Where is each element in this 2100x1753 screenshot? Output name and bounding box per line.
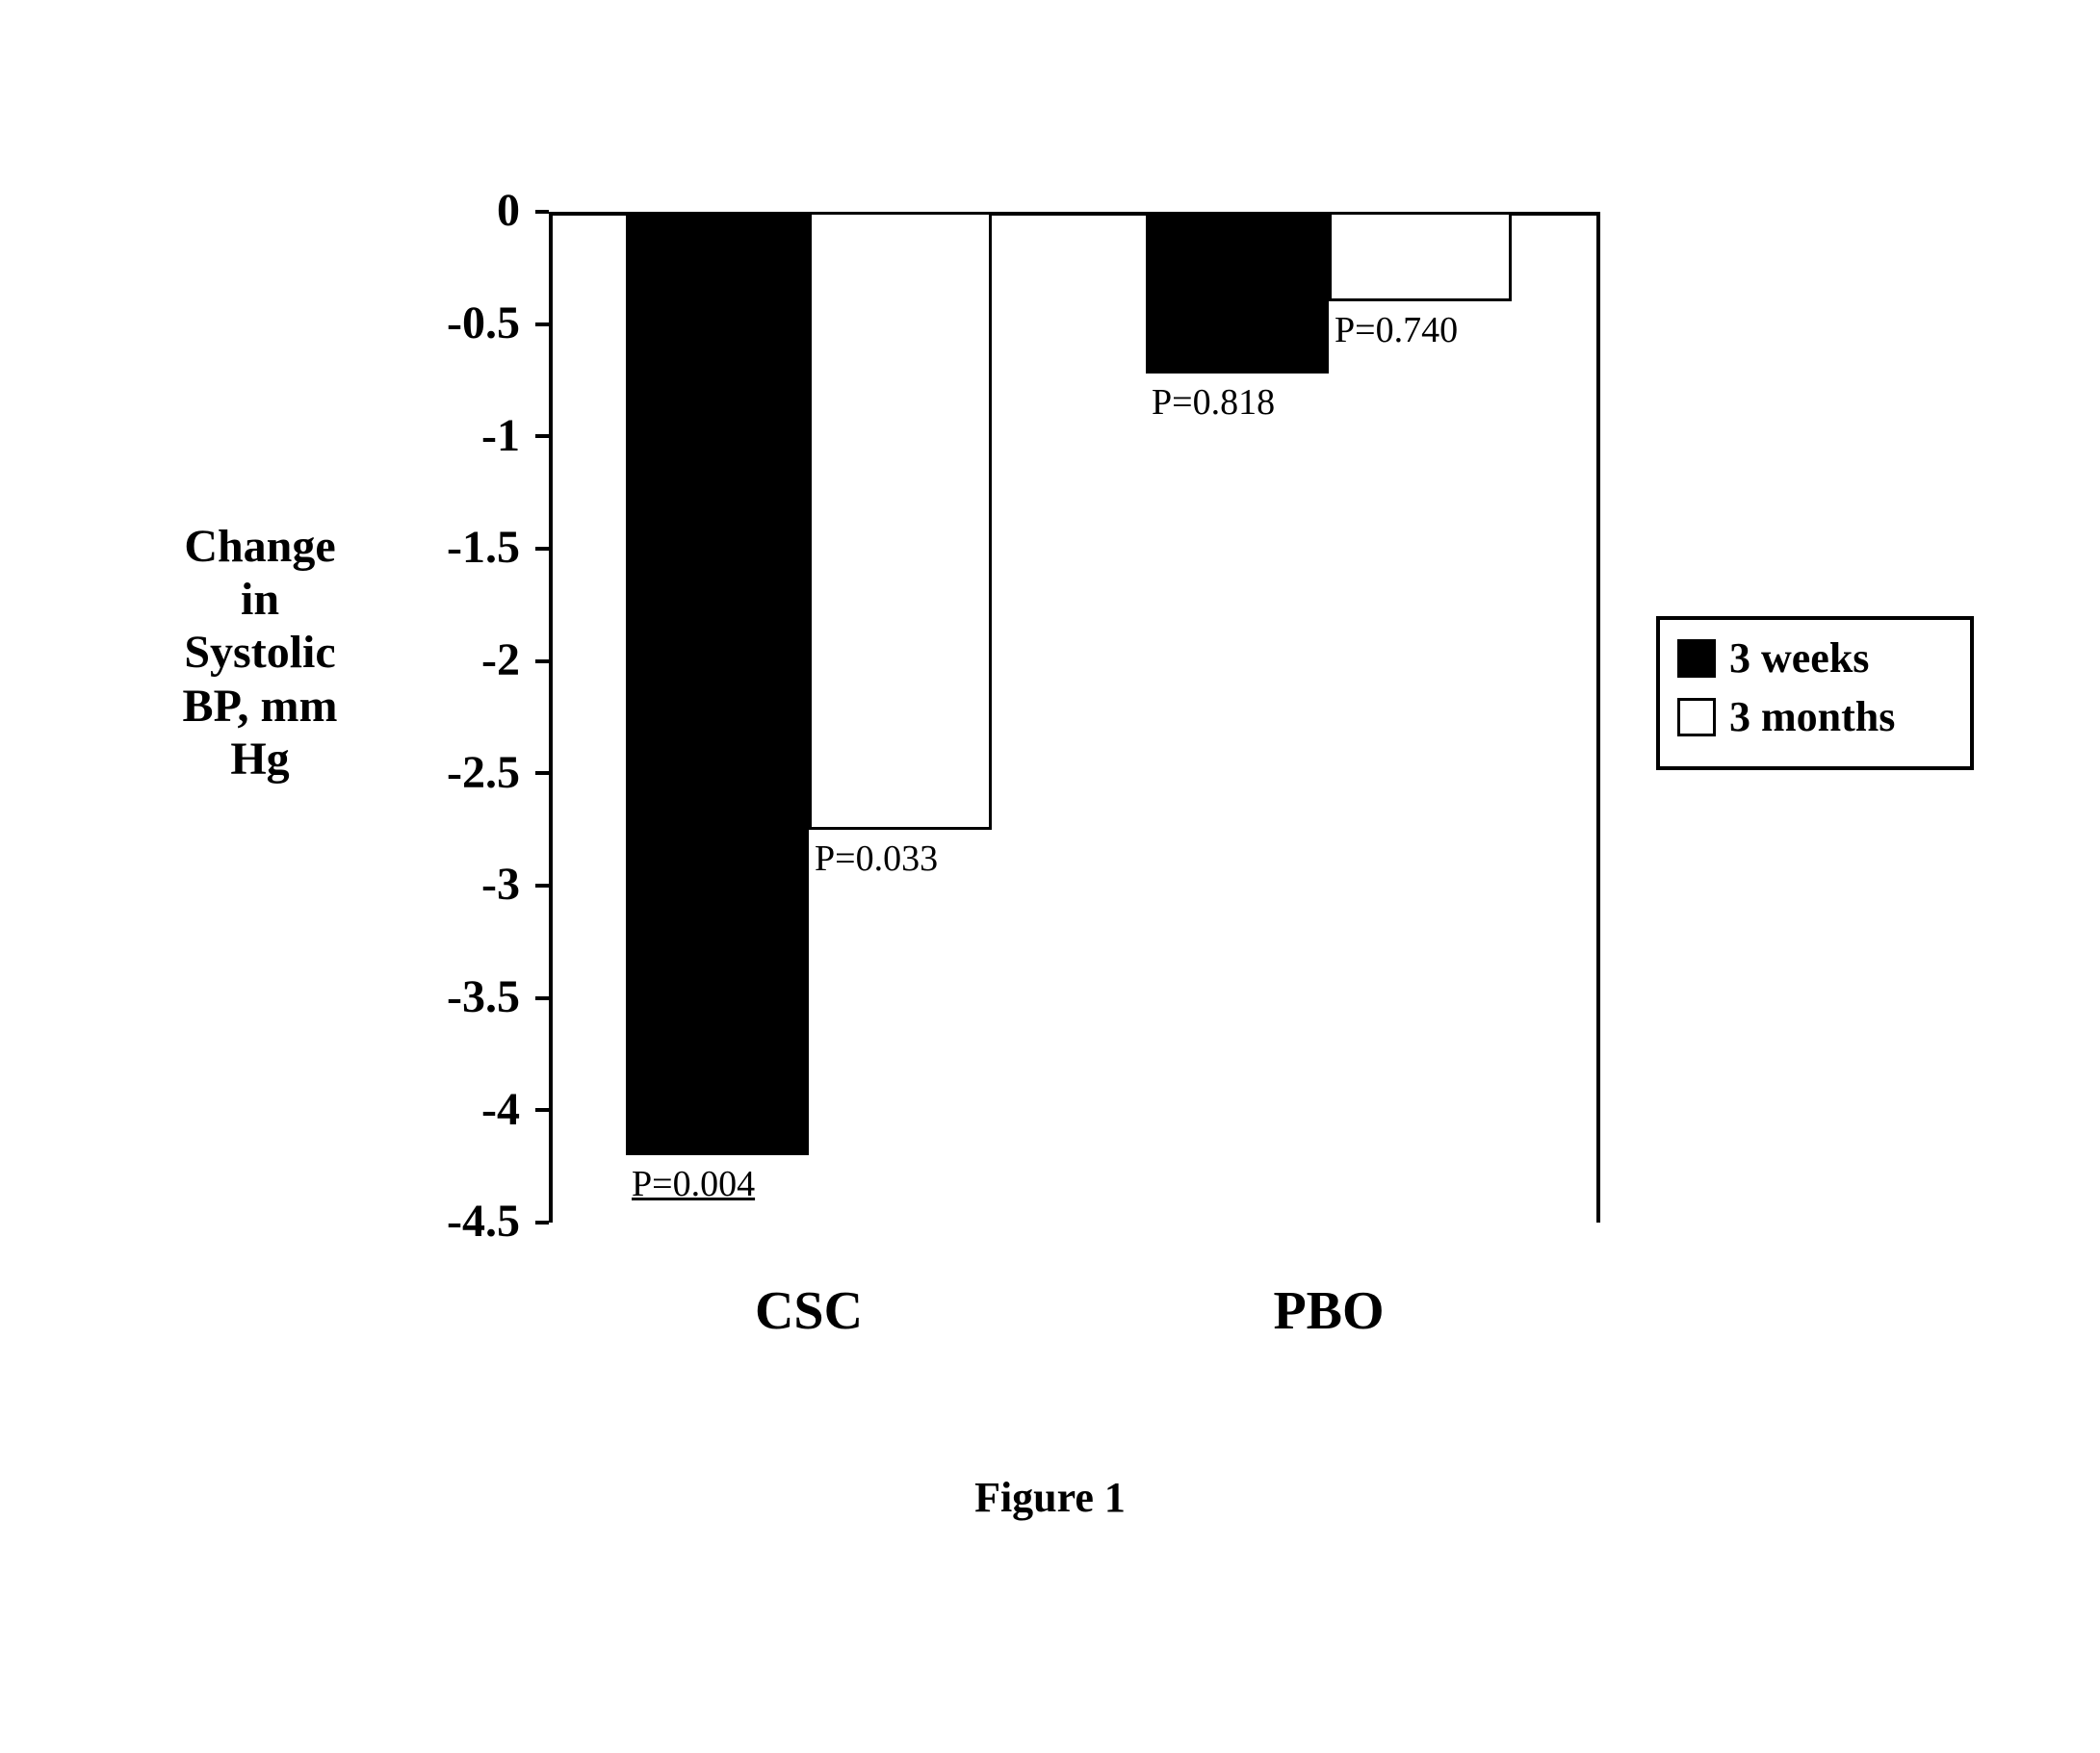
y-tick (535, 434, 549, 438)
y-tick (535, 1221, 549, 1225)
y-tick (535, 659, 549, 663)
bar-pbo-3months (1329, 212, 1512, 301)
y-tick-label: -4.5 (395, 1195, 520, 1248)
y-tick-label: -1.5 (395, 521, 520, 574)
y-tick (535, 996, 549, 1000)
y-axis-title: ChangeinSystolicBP, mmHg (116, 520, 404, 786)
legend-box: 3 weeks 3 months (1656, 616, 1974, 770)
p-value-CSC_3months: P=0.033 (815, 838, 938, 880)
x-category-csc: CSC (626, 1280, 992, 1342)
legend-item-3weeks: 3 weeks (1677, 633, 1953, 683)
legend-swatch-filled (1677, 639, 1716, 678)
p-value-PBO_3months: P=0.740 (1335, 309, 1458, 351)
y-tick (535, 322, 549, 326)
bar-csc-3weeks (626, 212, 809, 1155)
y-tick (535, 547, 549, 551)
x-category-pbo: PBO (1146, 1280, 1512, 1342)
y-tick-label: -3 (395, 858, 520, 911)
y-tick-label: -4 (395, 1083, 520, 1136)
p-value-PBO_3weeks: P=0.818 (1152, 381, 1275, 424)
legend-swatch-hollow (1677, 698, 1716, 736)
p-value-CSC_3weeks: P=0.004 (632, 1163, 755, 1205)
legend-item-3months: 3 months (1677, 692, 1953, 741)
legend-label-3months: 3 months (1729, 692, 1895, 741)
y-tick-label: -0.5 (395, 296, 520, 349)
y-tick (535, 210, 549, 214)
legend-label-3weeks: 3 weeks (1729, 633, 1869, 683)
bar-csc-3months (809, 212, 992, 830)
y-tick-label: 0 (395, 184, 520, 237)
figure-canvas: ChangeinSystolicBP, mmHg 3 weeks 3 month… (0, 0, 2100, 1753)
y-tick-label: -1 (395, 409, 520, 462)
y-tick-label: -2.5 (395, 746, 520, 799)
y-tick (535, 884, 549, 888)
y-tick-label: -2 (395, 633, 520, 686)
figure-caption: Figure 1 (0, 1473, 2100, 1522)
y-tick (535, 771, 549, 775)
y-tick (535, 1108, 549, 1112)
bar-pbo-3weeks (1146, 212, 1329, 374)
y-tick-label: -3.5 (395, 970, 520, 1023)
